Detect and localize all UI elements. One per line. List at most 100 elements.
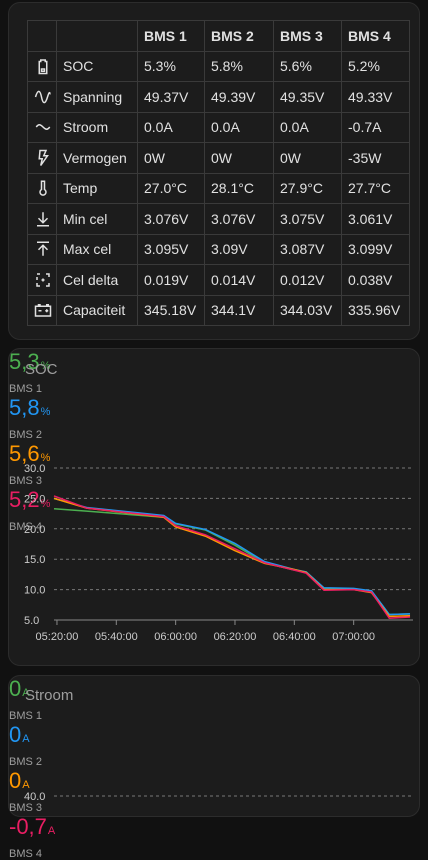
value-cell: -0.7A	[341, 111, 410, 143]
table-row: SOC 5.3% 5.8% 5.6% 5.2%	[27, 50, 410, 82]
value-cell: 27.9°C	[273, 172, 342, 204]
stat: -0,7A BMS 4	[9, 814, 419, 860]
stat-number: 5,6	[9, 441, 40, 466]
value-cell: 49.37V	[137, 81, 205, 113]
row-label: SOC	[56, 50, 138, 82]
stat-unit: A	[22, 687, 30, 699]
value-cell: 49.35V	[273, 81, 342, 113]
column-header: BMS 3	[273, 20, 342, 52]
table-row: Stroom 0.0A 0.0A 0.0A -0.7A	[27, 111, 410, 143]
icon-path	[35, 124, 51, 131]
stat-number: -0,7	[9, 814, 47, 839]
icon-path	[34, 90, 51, 104]
x-tick-label: 06:20:00	[214, 631, 257, 643]
stat-unit: %	[40, 498, 51, 510]
icon-cell	[27, 142, 57, 174]
icon-path	[38, 149, 49, 166]
stat-unit: A	[22, 733, 30, 745]
stat: 0A BMS 1	[9, 676, 419, 722]
stat-number: 0	[9, 768, 22, 793]
row-label: Spanning	[56, 81, 138, 113]
stat-value: -0,7A	[9, 814, 419, 840]
soc-card: SOC 5,3% BMS 1 5,8% BMS 2 5,6% BMS 3 5,2% BMS 4	[8, 348, 420, 666]
stat-number: 5,8	[9, 395, 40, 420]
y-tick-label: 40.0	[24, 791, 45, 800]
series-line	[53, 497, 411, 616]
icon-path	[36, 273, 50, 287]
table-row: Min cel 3.076V 3.076V 3.075V 3.061V	[27, 203, 410, 235]
stat-label: BMS 3	[9, 802, 43, 814]
value-cell: 5.6%	[273, 50, 342, 82]
table-row: Max cel 3.095V 3.09V 3.087V 3.099V	[27, 233, 410, 265]
stat-label: BMS 2	[9, 756, 43, 768]
stat-label: BMS 1	[9, 383, 43, 395]
icon-cell	[27, 233, 57, 265]
icon-cell	[27, 50, 57, 82]
value-cell: 335.96V	[341, 294, 410, 326]
stat-value: 5,2%	[9, 487, 419, 513]
value-cell: 49.33V	[341, 81, 410, 113]
row-icon	[38, 149, 49, 166]
row-label: Cel delta	[56, 264, 138, 296]
stat-unit: %	[40, 360, 51, 372]
stat-value: 0A	[9, 722, 419, 748]
table-row: Spanning 49.37V 49.39V 49.35V 49.33V	[27, 81, 410, 113]
stat-value: 0A	[9, 768, 419, 794]
table-row: Capaciteit 345.18V 344.1V 344.03V 335.96V	[27, 294, 410, 326]
stat-unit: A	[47, 825, 56, 837]
stat-label: BMS 3	[9, 475, 43, 487]
row-icon	[39, 180, 47, 197]
corner-cell	[56, 20, 138, 52]
stat-unit: %	[40, 452, 51, 464]
value-cell: 344.1V	[204, 294, 274, 326]
column-header: BMS 4	[341, 20, 410, 52]
icon-path	[39, 180, 47, 197]
stat: 5,2% BMS 4	[9, 487, 419, 533]
value-cell: 3.099V	[341, 233, 410, 265]
stat-value: 5,6%	[9, 441, 419, 467]
stat-number: 5,2	[9, 487, 40, 512]
y-tick-label: 30.0	[24, 463, 45, 475]
row-label: Vermogen	[56, 142, 138, 174]
y-tick-label: 25.0	[24, 493, 45, 505]
stat-number: 5,3	[9, 349, 40, 374]
page: BMS 1 BMS 2 BMS 3 BMS 4 SOC 5.3% 5.8% 5.6% 5.2% S…	[8, 2, 420, 860]
y-tick-label: 5.0	[24, 615, 39, 627]
stat-label: BMS 1	[9, 710, 43, 722]
stat-value: 5,3%	[9, 349, 419, 375]
row-icon	[35, 124, 51, 131]
stat-unit: A	[22, 779, 30, 791]
x-tick-label: 06:40:00	[273, 631, 316, 643]
row-icon	[34, 304, 52, 317]
x-tick-label: 07:00:00	[332, 631, 375, 643]
stat-unit: %	[40, 406, 51, 418]
charts: 5.0 10.0 15.0 20.0 25.0 30.0 05:20:00 05:40:00 0…	[24, 463, 413, 800]
stat: 5,8% BMS 2	[9, 395, 419, 441]
card-title: Stroom	[25, 687, 74, 704]
x-tick-label: 05:40:00	[95, 631, 138, 643]
table-row: Vermogen 0W 0W 0W -35W	[27, 142, 410, 174]
value-cell: 5.3%	[137, 50, 205, 82]
stat-label: BMS 4	[9, 521, 43, 533]
row-label: Stroom	[56, 111, 138, 143]
x-tick-label: 05:20:00	[36, 631, 79, 643]
value-cell: 345.18V	[137, 294, 205, 326]
column-header: BMS 2	[204, 20, 274, 52]
row-icon	[38, 59, 48, 75]
row-icon	[37, 212, 49, 227]
value-cell: 0.019V	[137, 264, 205, 296]
row-icon	[37, 241, 49, 256]
icon-path	[34, 304, 52, 317]
value-cell: 0W	[137, 142, 205, 174]
value-cell: 0.012V	[273, 264, 342, 296]
value-cell: 0.014V	[204, 264, 274, 296]
y-tick-label: 20.0	[24, 524, 45, 536]
stat: 0A BMS 2	[9, 722, 419, 768]
stat-label: BMS 2	[9, 429, 43, 441]
value-cell: 344.03V	[273, 294, 342, 326]
series-line	[53, 497, 411, 618]
stat-number: 0	[9, 676, 22, 701]
stat-label: BMS 4	[9, 848, 43, 860]
bms-table: BMS 1 BMS 2 BMS 3 BMS 4 SOC 5.3% 5.8% 5.6% 5.2% S…	[27, 20, 410, 326]
stat-value: 0A	[9, 676, 419, 702]
